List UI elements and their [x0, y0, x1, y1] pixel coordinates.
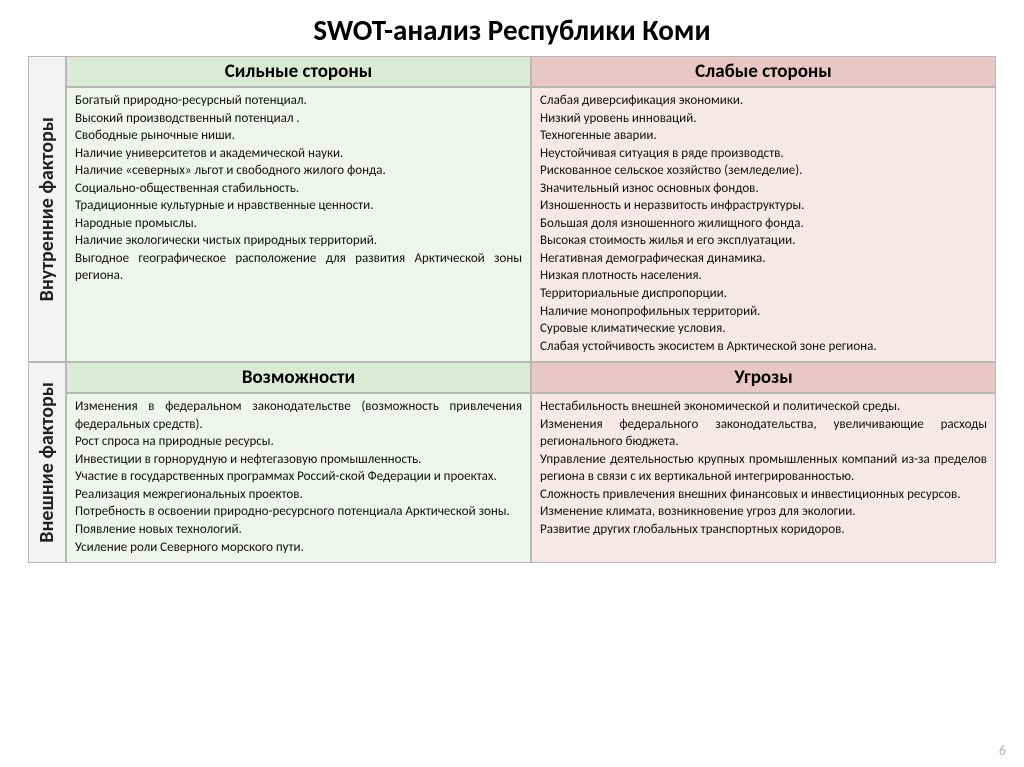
list-item: Усиление роли Северного морского пути.	[75, 539, 522, 557]
list-item: Большая доля изношенного жилищного фонда…	[540, 215, 987, 233]
list-item: Сложность привлечения внешних финансовых…	[540, 486, 987, 504]
external-factors-text: Внешние факторы	[35, 382, 59, 543]
list-item: Инвестиции в горнорудную и нефтегазовую …	[75, 451, 522, 469]
list-item: Богатый природно-ресурсный потенциал.	[75, 92, 522, 110]
list-item: Высокая стоимость жилья и его эксплуатац…	[540, 232, 987, 250]
threats-header: Угрозы	[531, 362, 996, 393]
external-factors-label: Внешние факторы	[28, 362, 66, 563]
list-item: Рискованное сельское хозяйство (земледел…	[540, 162, 987, 180]
swot-table: Внутренние факторы Сильные стороны Слабы…	[28, 56, 996, 563]
list-item: Народные промыслы.	[75, 215, 522, 233]
opportunities-header: Возможности	[66, 362, 531, 393]
list-item: Социально-общественная стабильность.	[75, 180, 522, 198]
list-item: Появление новых технологий.	[75, 521, 522, 539]
list-item: Наличие «северных» льгот и свободного жи…	[75, 162, 522, 180]
list-item: Низкая плотность населения.	[540, 267, 987, 285]
list-item: Негативная демографическая динамика.	[540, 250, 987, 268]
list-item: Суровые климатические условия.	[540, 320, 987, 338]
list-item: Территориальные диспропорции.	[540, 285, 987, 303]
list-item: Слабая устойчивость экосистем в Арктичес…	[540, 338, 987, 356]
page-title: SWOT-анализ Республики Коми	[28, 12, 996, 48]
list-item: Реализация межрегиональных проектов.	[75, 486, 522, 504]
list-item: Наличие монопрофильных территорий.	[540, 303, 987, 321]
list-item: Низкий уровень инноваций.	[540, 110, 987, 128]
list-item: Наличие университетов и академической на…	[75, 145, 522, 163]
strengths-content: Богатый природно-ресурсный потенциал.Выс…	[66, 87, 531, 362]
list-item: Изменения федерального законодательства,…	[540, 416, 987, 451]
list-item: Рост спроса на природные ресурсы.	[75, 433, 522, 451]
internal-factors-text: Внутренние факторы	[35, 117, 59, 301]
list-item: Наличие экологически чистых природных те…	[75, 232, 522, 250]
list-item: Управление деятельностью крупных промышл…	[540, 451, 987, 486]
list-item: Нестабильность внешней экономической и п…	[540, 398, 987, 416]
list-item: Слабая диверсификация экономики.	[540, 92, 987, 110]
strengths-header: Сильные стороны	[66, 56, 531, 87]
weaknesses-content: Слабая диверсификация экономики.Низкий у…	[531, 87, 996, 362]
list-item: Свободные рыночные ниши.	[75, 127, 522, 145]
threats-content: Нестабильность внешней экономической и п…	[531, 393, 996, 563]
list-item: Техногенные аварии.	[540, 127, 987, 145]
list-item: Традиционные культурные и нравственные ц…	[75, 197, 522, 215]
list-item: Высокий производственный потенциал .	[75, 110, 522, 128]
weaknesses-header: Слабые стороны	[531, 56, 996, 87]
list-item: Значительный износ основных фондов.	[540, 180, 987, 198]
opportunities-content: Изменения в федеральном законодательстве…	[66, 393, 531, 563]
list-item: Изменения в федеральном законодательстве…	[75, 398, 522, 433]
list-item: Выгодное географическое расположение для…	[75, 250, 522, 285]
list-item: Изношенность и неразвитость инфраструкту…	[540, 197, 987, 215]
list-item: Неустойчивая ситуация в ряде производств…	[540, 145, 987, 163]
list-item: Изменение климата, возникновение угроз д…	[540, 503, 987, 521]
list-item: Участие в государственных программах Рос…	[75, 468, 522, 486]
list-item: Развитие других глобальных транспортных …	[540, 521, 987, 539]
page-number: 6	[999, 742, 1006, 759]
list-item: Потребность в освоении природно-ресурсно…	[75, 503, 522, 521]
internal-factors-label: Внутренние факторы	[28, 56, 66, 362]
